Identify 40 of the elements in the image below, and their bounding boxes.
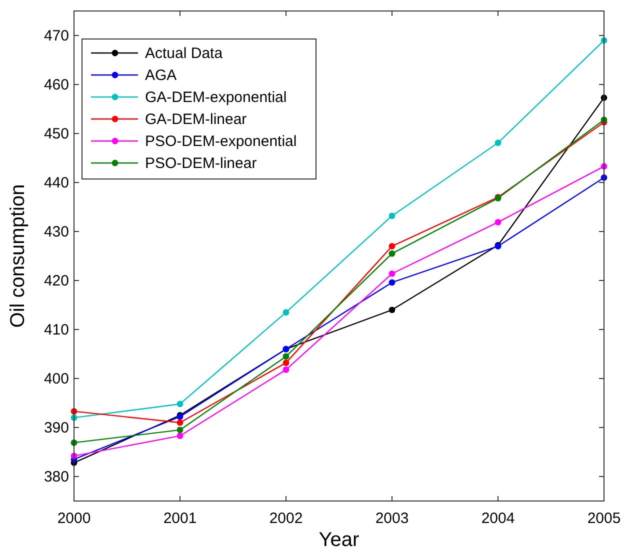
point bbox=[388, 250, 396, 257]
x-tick-label: 2003 bbox=[375, 510, 409, 527]
point bbox=[494, 140, 502, 146]
point bbox=[494, 218, 502, 226]
point bbox=[176, 400, 184, 408]
legend-label: AGA bbox=[145, 67, 177, 84]
point bbox=[282, 360, 290, 366]
point bbox=[388, 270, 396, 277]
legend-label: GA-DEM-linear bbox=[145, 111, 247, 128]
x-tick-label: 2002 bbox=[269, 510, 303, 527]
x-tick-label: 2004 bbox=[481, 510, 515, 527]
y-tick-label: 430 bbox=[44, 224, 69, 240]
y-tick-label: 420 bbox=[44, 272, 69, 290]
y-tick-label: 440 bbox=[44, 174, 69, 192]
point bbox=[282, 366, 290, 373]
point bbox=[282, 353, 290, 360]
x-tick-label: 2001 bbox=[163, 510, 197, 527]
x-tick-label: 2005 bbox=[587, 510, 621, 527]
x-axis-title: Year bbox=[318, 529, 360, 551]
legend-label: Actual Data bbox=[145, 45, 224, 62]
y-tick-label: 410 bbox=[44, 322, 69, 338]
y-tick-label: 460 bbox=[44, 76, 69, 94]
y-tick-label: 470 bbox=[44, 28, 69, 44]
y-tick-label: 400 bbox=[44, 370, 69, 388]
point bbox=[176, 426, 184, 434]
legend-label: PSO-DEM-linear bbox=[145, 155, 257, 172]
legend-label: PSO-DEM-exponential bbox=[145, 133, 297, 150]
legend-label: GA-DEM-exponential bbox=[145, 89, 287, 106]
point bbox=[388, 212, 396, 220]
point bbox=[282, 309, 290, 316]
point bbox=[388, 306, 396, 314]
point bbox=[388, 243, 396, 250]
y-axis-title: Oil consumption bbox=[7, 184, 29, 328]
x-tick-label: 2000 bbox=[57, 510, 91, 527]
y-tick-label: 380 bbox=[44, 468, 69, 486]
y-tick-label: 450 bbox=[44, 126, 69, 142]
point bbox=[176, 419, 184, 426]
y-tick-label: 390 bbox=[44, 420, 69, 436]
point bbox=[176, 432, 184, 440]
point bbox=[388, 279, 396, 286]
